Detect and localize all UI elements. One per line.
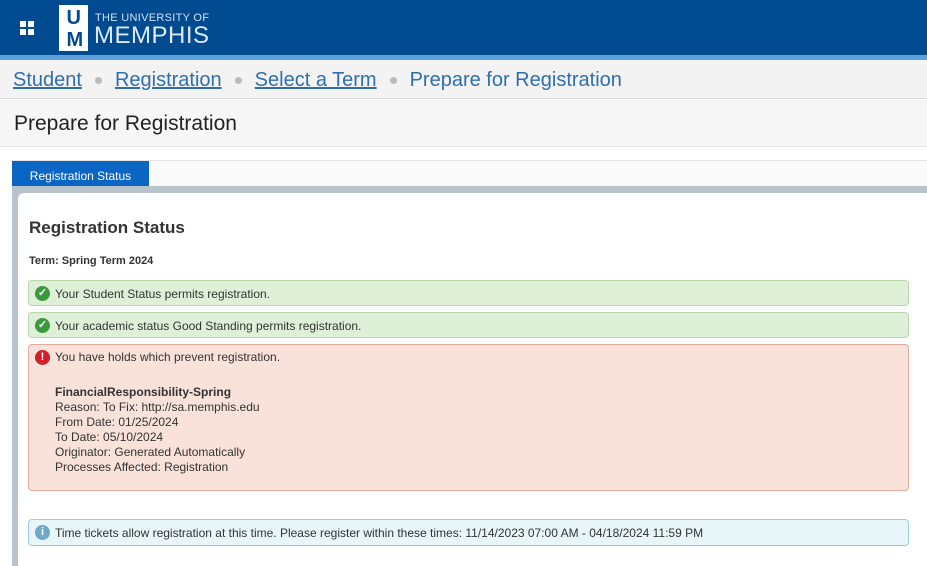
page-title: Prepare for Registration xyxy=(0,100,927,147)
app-menu-grid-icon[interactable] xyxy=(20,21,34,35)
hold-reason: Reason: To Fix: http://sa.memphis.edu xyxy=(55,400,260,414)
message-text: Your academic status Good Standing permi… xyxy=(55,319,362,333)
hold-processes: Processes Affected: Registration xyxy=(55,460,229,474)
hold-originator: Originator: Generated Automatically xyxy=(55,445,246,459)
hold-summary: You have holds which prevent registratio… xyxy=(55,350,281,364)
breadcrumb: Student Registration Select a Term Prepare … xyxy=(0,60,927,99)
time-ticket-message: i Time tickets allow registration at thi… xyxy=(28,519,909,546)
message-text: Your Student Status permits registration… xyxy=(55,287,271,301)
hold-from-date: From Date: 01/25/2024 xyxy=(55,415,179,429)
university-name-line2: MEMPHIS xyxy=(94,22,210,49)
breadcrumb-separator xyxy=(94,77,102,85)
message-text: Time tickets allow registration at this … xyxy=(55,526,704,540)
breadcrumb-separator xyxy=(389,77,397,85)
error-exclamation-icon: ! xyxy=(35,350,50,365)
student-status-message: ✓ Your Student Status permits registrati… xyxy=(28,280,909,306)
info-icon: i xyxy=(35,525,50,540)
term-label: Term: Spring Term 2024 xyxy=(29,255,154,267)
academic-status-message: ✓ Your academic status Good Standing per… xyxy=(28,312,909,338)
university-logo[interactable]: UM xyxy=(59,5,88,51)
section-heading: Registration Status xyxy=(29,218,185,237)
check-circle-icon: ✓ xyxy=(35,286,50,301)
header-stripe xyxy=(0,55,927,60)
holds-message: ! You have holds which prevent registrat… xyxy=(28,344,909,491)
hold-to-date: To Date: 05/10/2024 xyxy=(55,430,164,444)
breadcrumb-separator xyxy=(234,77,242,85)
hold-name: FinancialResponsibility-Spring xyxy=(55,385,232,399)
university-name-line1: THE UNIVERSITY OF xyxy=(95,12,210,24)
tab-registration-status[interactable]: Registration Status xyxy=(12,161,149,187)
breadcrumb-current: Prepare for Registration xyxy=(409,69,622,91)
app-header: UM THE UNIVERSITY OF MEMPHIS xyxy=(0,0,927,55)
breadcrumb-student[interactable]: Student xyxy=(13,69,82,91)
tab-bar xyxy=(12,160,927,188)
check-circle-icon: ✓ xyxy=(35,318,50,333)
breadcrumb-select-term[interactable]: Select a Term xyxy=(254,69,377,91)
breadcrumb-registration[interactable]: Registration xyxy=(114,69,222,91)
